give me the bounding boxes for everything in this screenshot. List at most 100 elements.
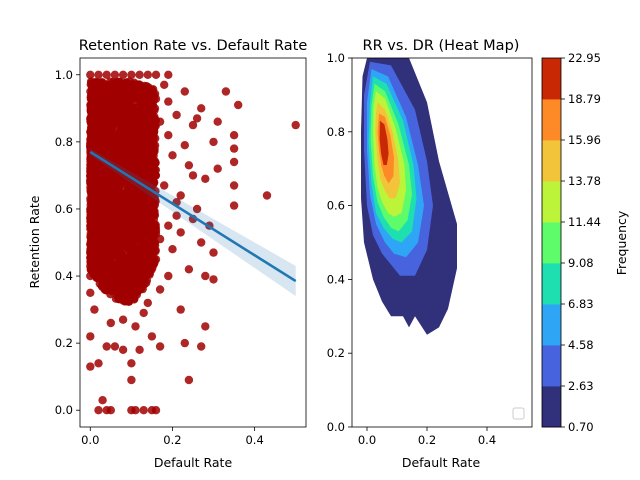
scatter-point [155,342,165,351]
heatmap-frame [351,57,533,428]
scatter-cloud-point [131,200,141,209]
scatter-point [160,80,169,90]
colorbar-tick-label: 15.96 [568,133,601,147]
scatter-point [188,171,198,180]
scatter-point [168,151,177,160]
scatter-point [229,157,239,167]
scatter-cloud-point [134,163,143,172]
scatter-cloud-point [137,219,146,228]
scatter-cloud-point [106,290,115,299]
scatter-point [86,362,95,371]
scatter-cloud-point [112,130,122,139]
y-tick-label: 1.0 [327,51,345,65]
colorbar-segment [542,263,561,305]
scatter-title: Retention Rate vs. Default Rate [79,38,308,54]
scatter-point [131,406,140,415]
scatter-cloud-point [114,251,123,260]
scatter-point [176,305,185,314]
scatter-cloud-point [146,227,156,236]
scatter-point [139,406,148,415]
scatter-cloud-point [136,148,146,157]
scatter-point [86,70,95,80]
scatter-point [118,70,128,80]
scatter-cloud-point [101,100,111,109]
scatter-cloud-point [117,269,126,279]
scatter-point [143,70,152,80]
scatter-cloud-point [148,243,157,252]
heatmap-y-ticks: 0.0 0.2 0.4 0.6 0.8 1.0 [327,51,352,434]
scatter-point [209,137,218,147]
scatter-point [114,87,124,96]
scatter-cloud-point [145,195,155,205]
scatter-cloud-point [111,204,120,213]
colorbar-tick-label: 22.95 [568,51,601,65]
scatter-cloud-point [99,161,108,170]
scatter-point [184,375,194,385]
colorbar-tick-label: 13.78 [568,174,601,188]
scatter-x-ticks: 0.0 0.2 0.4 [81,427,264,447]
scatter-cloud-point [109,143,118,152]
colorbar-label: Frequency [614,210,629,275]
colorbar-segment [542,345,561,387]
empty-legend-box [512,407,525,420]
scatter-point [201,271,210,281]
scatter-point [106,406,116,415]
scatter-cloud-point [130,151,139,160]
scatter-cloud-point [107,279,116,288]
scatter-cloud-point [146,220,155,230]
scatter-point [176,228,185,237]
scatter-point [221,87,231,96]
scatter-point [127,359,136,368]
scatter-point [94,70,103,80]
scatter-cloud-point [113,229,122,239]
scatter-y-ticks: 0.0 0.2 0.4 0.6 0.8 1.0 [55,68,80,417]
colorbar-tick-label: 11.44 [568,215,601,229]
scatter-cloud-point [134,251,143,260]
regression-line-path [89,150,297,283]
scatter-cloud-point [131,224,140,233]
y-tick-label: 0.2 [55,336,73,350]
scatter-cloud-point [86,238,96,248]
scatter-point [94,261,103,271]
scatter-cloud-point [97,281,107,290]
scatter-point [184,265,194,274]
y-tick-label: 0.4 [55,269,73,283]
scatter-cloud-point [91,184,100,193]
scatter-point [192,114,202,123]
scatter-cloud-point [105,182,114,191]
colorbar-tick-label: 2.63 [568,379,594,393]
kde-contours [361,58,457,335]
scatter-point [127,70,136,80]
scatter-cloud-point [123,236,133,246]
y-tick-label: 0.0 [327,420,345,434]
scatter-point [213,117,222,126]
scatter-cloud-point [148,114,158,124]
scatter-point [180,141,189,150]
scatter-cloud-point [140,247,149,256]
scatter-point [229,201,239,210]
scatter-point [139,308,148,318]
scatter-cloud-point [91,253,101,262]
scatter-cloud-point [101,206,110,216]
y-tick-label: 0.2 [327,346,345,360]
scatter-cloud-point [110,113,119,122]
scatter-point [176,191,185,200]
scatter-cloud-point [104,191,113,200]
heatmap-x-ticks: 0.0 0.2 0.4 [358,427,496,447]
scatter-point [192,204,202,214]
scatter-point [229,144,239,153]
heatmap-xlabel: Default Rate [402,455,481,470]
scatter-cloud-point [90,107,99,117]
colorbar-segment [542,99,561,141]
scatter-point [118,315,128,324]
scatter-point [188,120,198,130]
colorbar-frame [541,57,562,428]
scatter-point [155,117,165,126]
scatter-cloud-point [92,205,101,214]
x-tick-label: 0.4 [478,433,496,447]
scatter-cloud-point [102,131,111,140]
scatter-cloud-point [86,135,96,145]
scatter-point [180,338,189,348]
scatter-cloud-point [143,138,152,147]
scatter-cloud-point [107,270,117,279]
